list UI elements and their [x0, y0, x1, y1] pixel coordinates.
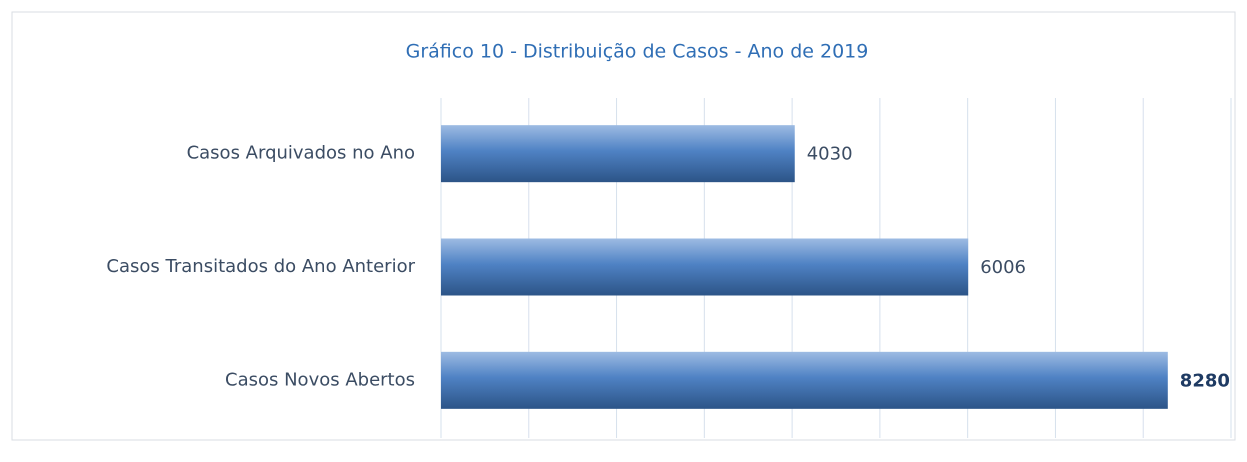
bar	[441, 125, 795, 183]
bar	[441, 238, 969, 296]
data-label: 4030	[807, 144, 853, 165]
y-tick-label: Casos Novos Abertos	[225, 369, 415, 390]
chart-title: Gráfico 10 - Distribuição de Casos - Ano…	[406, 41, 869, 63]
y-tick-label: Casos Transitados do Ano Anterior	[106, 256, 415, 277]
data-label: 6006	[980, 257, 1026, 278]
y-tick-label: Casos Arquivados no Ano	[187, 143, 415, 164]
bar	[441, 351, 1168, 409]
data-label: 8280	[1180, 370, 1230, 391]
